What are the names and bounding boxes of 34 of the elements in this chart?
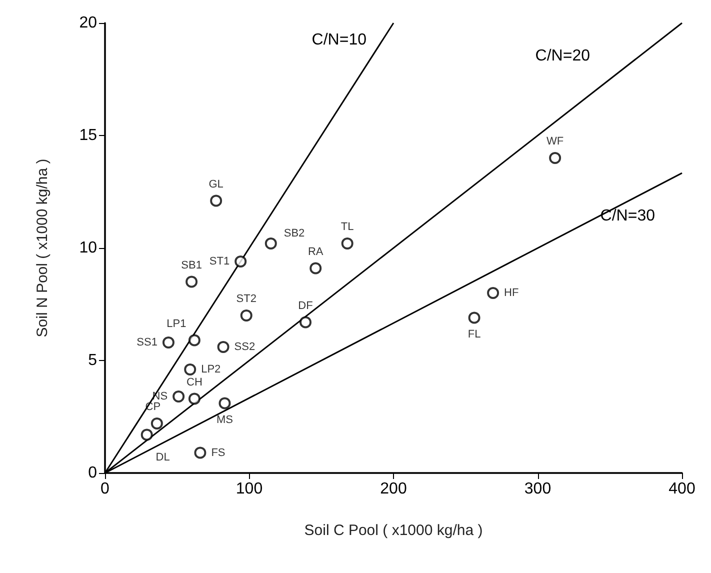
series-label: C/N=30 <box>600 208 656 225</box>
series-label: C/N=20 <box>535 48 590 64</box>
data-label: GL <box>208 178 224 190</box>
y-axis-title: Soil N Pool ( x1000 kg/ha ) <box>34 158 51 338</box>
data-label: CH <box>186 376 202 388</box>
data-label: LP1 <box>166 318 186 330</box>
data-label: HF <box>504 287 519 299</box>
data-label: FS <box>211 446 226 459</box>
data-label: ST2 <box>236 293 256 305</box>
y-tick-label: 20 <box>79 14 98 32</box>
data-label: SS2 <box>234 341 256 353</box>
y-tick-label: 5 <box>88 352 98 369</box>
data-label: ST1 <box>209 256 230 268</box>
data-label: DL <box>156 451 170 464</box>
y-tick-label: 15 <box>79 127 98 144</box>
x-axis-title: Soil C Pool ( x1000 kg/ha ) <box>304 522 483 539</box>
data-label: FL <box>468 328 481 340</box>
data-label: RA <box>308 246 324 258</box>
x-tick-label: 200 <box>380 480 407 498</box>
data-label: SS1 <box>136 336 158 348</box>
data-label: SB1 <box>181 259 202 272</box>
y-tick-label: 0 <box>88 464 98 482</box>
x-tick-label: 400 <box>668 480 696 498</box>
data-label: SB2 <box>284 228 305 240</box>
data-label: MS <box>216 414 233 426</box>
y-tick-label: 10 <box>79 240 98 256</box>
data-label: LP2 <box>201 364 221 376</box>
data-label: TL <box>340 221 354 233</box>
x-tick-label: 0 <box>100 480 110 498</box>
x-tick-label: 300 <box>524 480 552 498</box>
data-label: DF <box>298 300 314 312</box>
data-label: WF <box>546 136 564 148</box>
series-label: C/N=10 <box>312 32 367 48</box>
x-tick-label: 100 <box>236 480 263 498</box>
